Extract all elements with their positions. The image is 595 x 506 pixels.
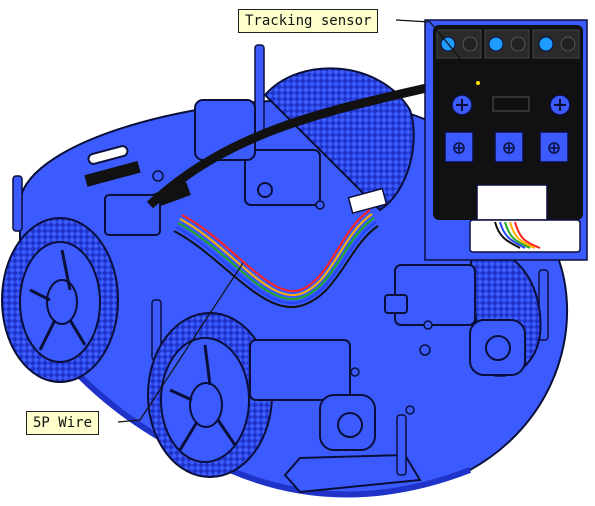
motor-icon xyxy=(384,264,526,376)
terminal-block-icon xyxy=(436,29,580,59)
screw-icon xyxy=(451,94,571,116)
sensor-connector xyxy=(476,184,548,221)
sensor-chip xyxy=(492,96,530,112)
sensor-detail-panel xyxy=(424,19,588,261)
wire-label: 5P Wire xyxy=(26,411,100,435)
screw-icon xyxy=(152,170,433,415)
wheel-icon xyxy=(1,217,119,383)
tracking-sensor-label: Tracking sensor xyxy=(238,9,379,33)
sensor-wires xyxy=(494,221,541,249)
connector-5p xyxy=(347,187,388,215)
wire-bundle xyxy=(173,209,379,309)
tracking-sensor-leader xyxy=(395,19,479,81)
motor-icon xyxy=(249,339,376,451)
chassis-tab xyxy=(283,453,422,494)
led-indicator xyxy=(476,81,480,85)
wheel-icon xyxy=(147,312,273,478)
sensor-cable xyxy=(146,80,441,209)
wire-leader xyxy=(117,262,244,423)
potentiometers xyxy=(444,131,569,163)
